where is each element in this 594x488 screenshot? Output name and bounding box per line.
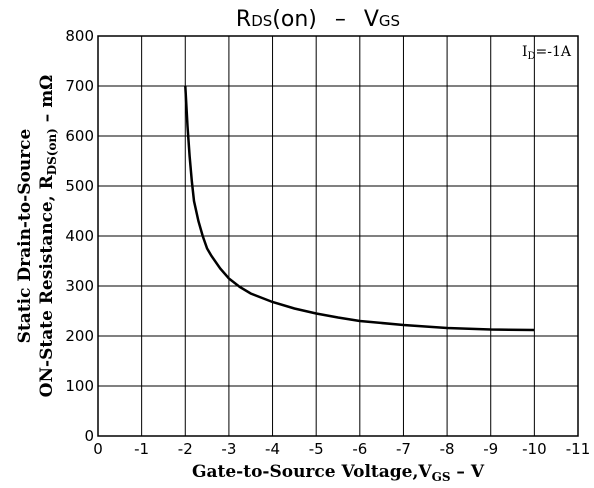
y-tick-label: 600 <box>65 127 94 145</box>
y-tick-label: 300 <box>65 277 94 295</box>
y-tick-labels: 0 100 200 300 400 500 600 700 800 <box>65 27 94 445</box>
x-tick-label: -7 <box>396 440 411 458</box>
y-axis-label: Static Drain-to-Source ON-State Resistan… <box>15 75 59 398</box>
x-tick-label: -1 <box>134 440 149 458</box>
grid-lines <box>98 36 578 436</box>
chart-title: RDS(on) – VGS <box>236 7 400 32</box>
annotation-id: ID=-1A <box>522 44 572 62</box>
x-tick-label: 0 <box>93 440 103 458</box>
x-axis-label: Gate-to-Source Voltage,VGS – V <box>192 462 485 484</box>
x-tick-label: -6 <box>352 440 367 458</box>
x-tick-label: -5 <box>309 440 324 458</box>
svg-text:ON-State Resistance, RDS(on) –: ON-State Resistance, RDS(on) – mΩ <box>37 75 59 398</box>
svg-text:Static Drain-to-Source: Static Drain-to-Source <box>15 128 35 343</box>
y-tick-label: 800 <box>65 27 94 45</box>
y-tick-label: 400 <box>65 227 94 245</box>
y-tick-label: 100 <box>65 377 94 395</box>
y-tick-label: 700 <box>65 77 94 95</box>
y-tick-label: 200 <box>65 327 94 345</box>
y-tick-label: 500 <box>65 177 94 195</box>
x-tick-labels: 0 -1 -2 -3 -4 -5 -6 -7 -8 -9 -10 -11 <box>93 440 590 458</box>
x-tick-label: -2 <box>178 440 193 458</box>
y-tick-label: 0 <box>84 427 94 445</box>
x-tick-label: -4 <box>265 440 280 458</box>
x-tick-label: -9 <box>483 440 498 458</box>
x-tick-label: -11 <box>566 440 591 458</box>
plot-frame <box>97 35 579 437</box>
series-line <box>184 85 535 332</box>
x-tick-label: -10 <box>522 440 547 458</box>
x-tick-label: -8 <box>440 440 455 458</box>
x-tick-label: -3 <box>221 440 236 458</box>
